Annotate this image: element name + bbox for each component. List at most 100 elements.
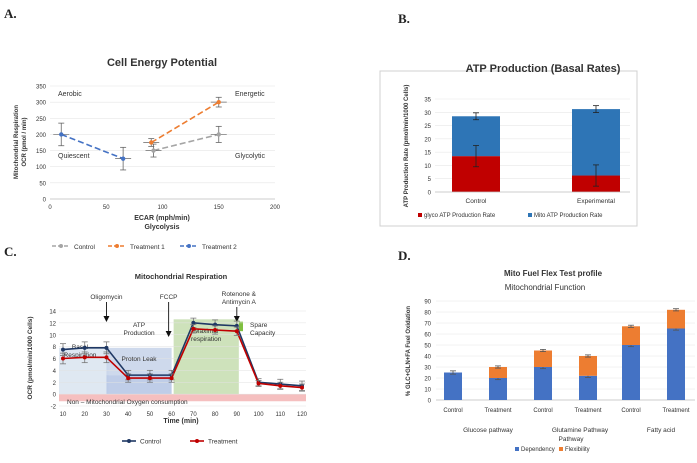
chart-c-arrowhead — [233, 316, 240, 322]
chart-b-legend-label: glyco ATP Production Rate — [424, 213, 496, 219]
chart-c-legend-marker — [195, 439, 199, 443]
chart-d-bar-flexibility — [534, 350, 552, 367]
chart-a-y-tick: 250 — [36, 117, 47, 123]
chart-b-legend-swatch — [418, 213, 422, 217]
chart-c-x-label: Time (min) — [163, 418, 198, 425]
chart-a-legend-label: Treatment 2 — [202, 244, 237, 251]
chart-a-point — [149, 140, 154, 145]
chart-c-point — [300, 385, 304, 390]
chart-a-legend-marker — [59, 244, 63, 248]
chart-a-quadrant-label: Quiescent — [58, 153, 90, 160]
chart-c-y-label: OCR (pmol/min/1000 Cells) — [27, 316, 34, 399]
chart-a-legend-label: Treatment 1 — [130, 244, 165, 251]
chart-a-x-label: ECAR (mph/min) — [134, 215, 190, 222]
chart-c-point — [104, 355, 109, 360]
chart-c-region-label: Maximal — [194, 328, 219, 335]
chart-c-legend-marker — [127, 439, 131, 443]
chart-c-region-label: Respiration — [64, 352, 97, 359]
chart-a-x-tick: 50 — [103, 205, 110, 211]
chart-a-quadrant-label: Glycolytic — [235, 153, 265, 160]
chart-c-point — [147, 376, 152, 381]
chart-d-bar-flexibility — [489, 367, 507, 378]
chart-b-y-tick: 15 — [424, 151, 431, 157]
chart-c-title: Mitochondrial Respiration — [135, 272, 228, 281]
chart-c-point — [61, 356, 65, 361]
chart-d-bar-dependency — [444, 372, 462, 400]
chart-c-legend-label: Treatment — [208, 439, 238, 446]
chart-c-x-tick: 40 — [125, 412, 132, 418]
chart-b-y-tick: 5 — [428, 177, 432, 183]
chart-c-region-label: Production — [124, 330, 155, 337]
chart-c-point — [278, 383, 283, 388]
chart-d-bar-dependency — [667, 328, 685, 400]
chart-c-region-label: Proton Leak — [122, 356, 158, 363]
chart-a-series-line — [153, 133, 219, 152]
chart-a-quadrant-label: Energetic — [235, 91, 265, 98]
chart-c-region-basal — [59, 347, 109, 395]
chart-d-bar-flexibility — [667, 309, 685, 329]
chart-c-injection-label: FCCP — [160, 294, 178, 301]
chart-d-x-tick: Control — [443, 408, 462, 414]
chart-b-y-label: ATP Production Rate (pmol/min/1000 Cells… — [404, 85, 410, 208]
chart-c-point — [191, 320, 196, 325]
chart-d-x-tick: Control — [621, 408, 640, 414]
chart-b-title: ATP Production (Basal Rates) — [466, 63, 621, 75]
chart-c-point — [191, 326, 196, 331]
chart-c-point — [126, 376, 131, 381]
chart-a-legend-marker — [115, 244, 119, 248]
chart-a-y-tick: 200 — [36, 133, 47, 139]
chart-c-region-spare — [238, 321, 243, 332]
chart-d-x-tick: Control — [533, 408, 552, 414]
chart-c-region-leak — [106, 375, 172, 395]
chart-c-point — [169, 376, 174, 381]
chart-c-y-tick: 12 — [49, 321, 56, 327]
chart-d-group-label: Glutamine Pathway — [552, 427, 609, 434]
chart-a-x-tick: 0 — [48, 205, 52, 211]
chart-d-legend-swatch — [515, 447, 519, 451]
chart-a-y-label: Mitochondrial Respiration — [14, 105, 20, 179]
chart-d-x-tick: Treatment — [662, 408, 689, 414]
chart-d-title: Mito Fuel Flex Test profile — [504, 269, 603, 278]
chart-d-x-tick: Treatment — [484, 408, 511, 414]
chart-c-region-maximal — [173, 319, 239, 395]
chart-b-y-tick: 35 — [424, 98, 431, 104]
chart-b-y-tick: 25 — [424, 124, 431, 130]
chart-d-group-label: Pathway — [559, 436, 585, 443]
panel-label-a: A. — [4, 6, 17, 21]
chart-d-y-tick: 70 — [424, 322, 431, 328]
chart-c-point — [82, 345, 87, 350]
chart-d-subtitle: Mitochondrial Function — [505, 283, 585, 292]
chart-c-x-tick: 120 — [297, 412, 308, 418]
chart-c-x-tick: 30 — [103, 412, 110, 418]
chart-d-y-tick: 50 — [424, 344, 431, 350]
panel-label-d: D. — [398, 248, 411, 263]
chart-d-x-tick: Treatment — [574, 408, 601, 414]
chart-a-y-tick: 150 — [36, 149, 47, 155]
chart-a-y-tick: 0 — [43, 198, 47, 204]
chart-c-injection-label: Antimycin A — [222, 299, 257, 306]
chart-c-y-tick: 2 — [53, 381, 57, 387]
chart-d-y-tick: 30 — [424, 366, 431, 372]
chart-c-x-tick: 100 — [254, 412, 265, 418]
chart-b-y-tick: 20 — [424, 137, 431, 143]
chart-d-y-tick: 0 — [428, 399, 432, 405]
chart-c-arrowhead — [103, 316, 110, 322]
chart-d-y-tick: 10 — [424, 388, 431, 394]
chart-d-y-tick: 60 — [424, 333, 431, 339]
chart-a-y-tick: 350 — [36, 85, 47, 91]
chart-c-x-tick: 10 — [60, 412, 67, 418]
chart-a-x-label2: Glycolysis — [144, 224, 179, 231]
chart-c-y-tick: 10 — [49, 333, 56, 339]
chart-c-point — [82, 355, 87, 360]
chart-a-point — [120, 156, 126, 161]
chart-c-y-tick: 0 — [53, 393, 57, 399]
chart-b-y-tick: 30 — [424, 111, 431, 117]
chart-d-y-tick: 80 — [424, 311, 431, 317]
chart-d-bar-dependency — [534, 367, 552, 400]
chart-c-arrowhead — [165, 331, 172, 337]
chart-c-region-label: Non – Mitochondrial Oxygen consumption — [67, 399, 188, 406]
chart-a-x-tick: 200 — [270, 205, 281, 211]
chart-d-bar-dependency — [579, 375, 597, 400]
chart-d-legend-label: Flexibility — [565, 447, 590, 453]
chart-a-point — [216, 99, 221, 105]
